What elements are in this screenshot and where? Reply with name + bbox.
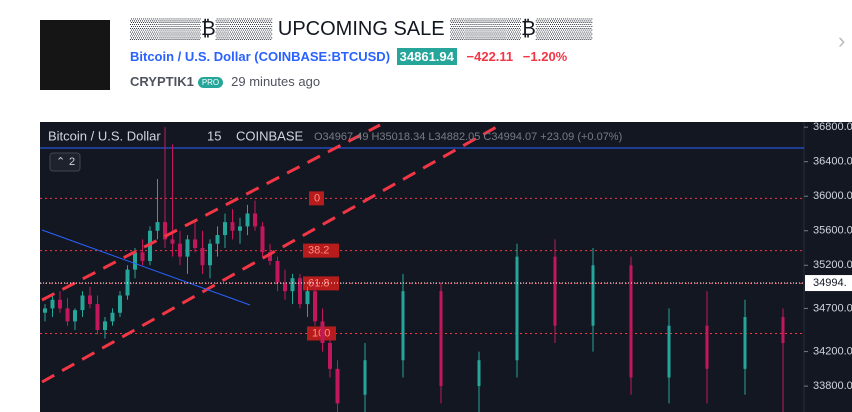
candle-body [223, 222, 227, 236]
candle-body [245, 213, 250, 227]
idea-title: ▒▒▒▒▒₿▒▒▒▒ UPCOMING SALE ▒▒▒▒▒₿▒▒▒▒ [130, 18, 593, 40]
candle-body [215, 235, 220, 244]
candle-body [193, 239, 197, 249]
candle-body [230, 222, 235, 231]
candle-body [178, 243, 182, 257]
candle-body [553, 256, 557, 326]
candle-body [133, 252, 137, 270]
candle-body [95, 304, 100, 331]
candle-body [743, 317, 747, 369]
y-tick-label: 34700.0 [813, 302, 852, 314]
candle-body [50, 299, 55, 309]
candle-body [118, 295, 122, 313]
legend-name: Bitcoin / U.S. Dollar [48, 128, 161, 143]
candle-body [148, 230, 152, 261]
candle-body [110, 312, 115, 322]
candle-body [283, 282, 287, 292]
candle-body [705, 325, 709, 369]
author-line: CRYPTIK1 PRO 29 minutes ago [130, 74, 320, 89]
candle-body [328, 342, 332, 369]
channel [41, 229, 251, 306]
candle-body [65, 308, 70, 322]
fib-label: 0 [314, 192, 320, 204]
candle-body [629, 265, 633, 378]
candle-body [88, 295, 92, 305]
badge: PRO [197, 77, 224, 89]
fib-label: 38.2 [308, 245, 329, 257]
candle-body [43, 308, 47, 313]
trend-lines [41, 123, 501, 384]
fib-box [303, 276, 339, 291]
candle-body [73, 310, 77, 322]
candle-body [298, 278, 302, 305]
y-tick-label: 35600.0 [813, 225, 852, 237]
y-tick-label: 36400.0 [813, 156, 852, 168]
candle-body [253, 213, 257, 227]
candle-body [185, 239, 190, 257]
last-price-label: 34994. [813, 277, 847, 289]
candle-body [170, 239, 175, 244]
candle-body [140, 252, 145, 261]
candle-body [401, 291, 405, 361]
layers-button[interactable] [49, 152, 81, 172]
candle-body [260, 226, 265, 253]
price: 34861.94 [396, 48, 457, 65]
fib-box [309, 191, 324, 206]
candle-body [125, 269, 130, 296]
candle-body [275, 260, 280, 283]
candle-body [268, 252, 272, 261]
symbol-code[interactable]: (COINBASE:BTCUSD) [254, 49, 391, 64]
chart-bg [40, 122, 852, 412]
candle-body [439, 291, 443, 387]
candle-body [238, 226, 242, 231]
candle-body [290, 278, 295, 292]
layers-count: 2 [69, 156, 75, 168]
last-price-box [805, 275, 852, 292]
legend-ohlc: O34967.49 H35018.34 L34882.05 C34994.07 … [314, 131, 622, 143]
candle-body [781, 317, 785, 343]
candle-body [313, 291, 317, 322]
candle-body [477, 360, 481, 387]
candle-body [335, 368, 340, 404]
layers-chevron: ⌃ [56, 156, 65, 168]
candle-body [515, 256, 519, 361]
y-tick-label: 36800.0 [813, 121, 852, 133]
candle-body [80, 295, 85, 311]
y-tick-label: 34200.0 [813, 345, 852, 357]
candle-body [58, 299, 62, 309]
symbol-line: Bitcoin / U.S. Dollar (COINBASE:BTCUSD) … [130, 48, 568, 65]
legend-exchange: COINBASE [236, 128, 304, 143]
author[interactable]: CRYPTIK1 [130, 74, 194, 89]
candle-body [103, 321, 107, 331]
candle-body [200, 248, 205, 266]
avatar[interactable] [40, 20, 110, 90]
candle-body [163, 222, 167, 240]
fib-label: 61.8 [308, 277, 329, 289]
y-tick-label: 36000.0 [813, 190, 852, 202]
next-arrow[interactable]: › [838, 28, 846, 53]
candle-body [208, 243, 212, 266]
change-pct: −1.20% [522, 49, 568, 64]
y-tick-label: 33800.0 [813, 380, 852, 392]
candle-body [320, 321, 325, 343]
candle-body [667, 325, 671, 378]
legend-interval: 15 [207, 128, 221, 143]
symbol-name[interactable]: Bitcoin / U.S. Dollar [130, 49, 251, 64]
candle-body [591, 265, 595, 326]
y-tick-label: 35200.0 [813, 259, 852, 271]
change: −422.11 [466, 49, 514, 64]
candle-body [155, 222, 160, 231]
candle-body [363, 360, 367, 395]
fib-box [303, 243, 339, 258]
time: 29 minutes ago [231, 74, 321, 89]
candle-body [305, 291, 310, 305]
